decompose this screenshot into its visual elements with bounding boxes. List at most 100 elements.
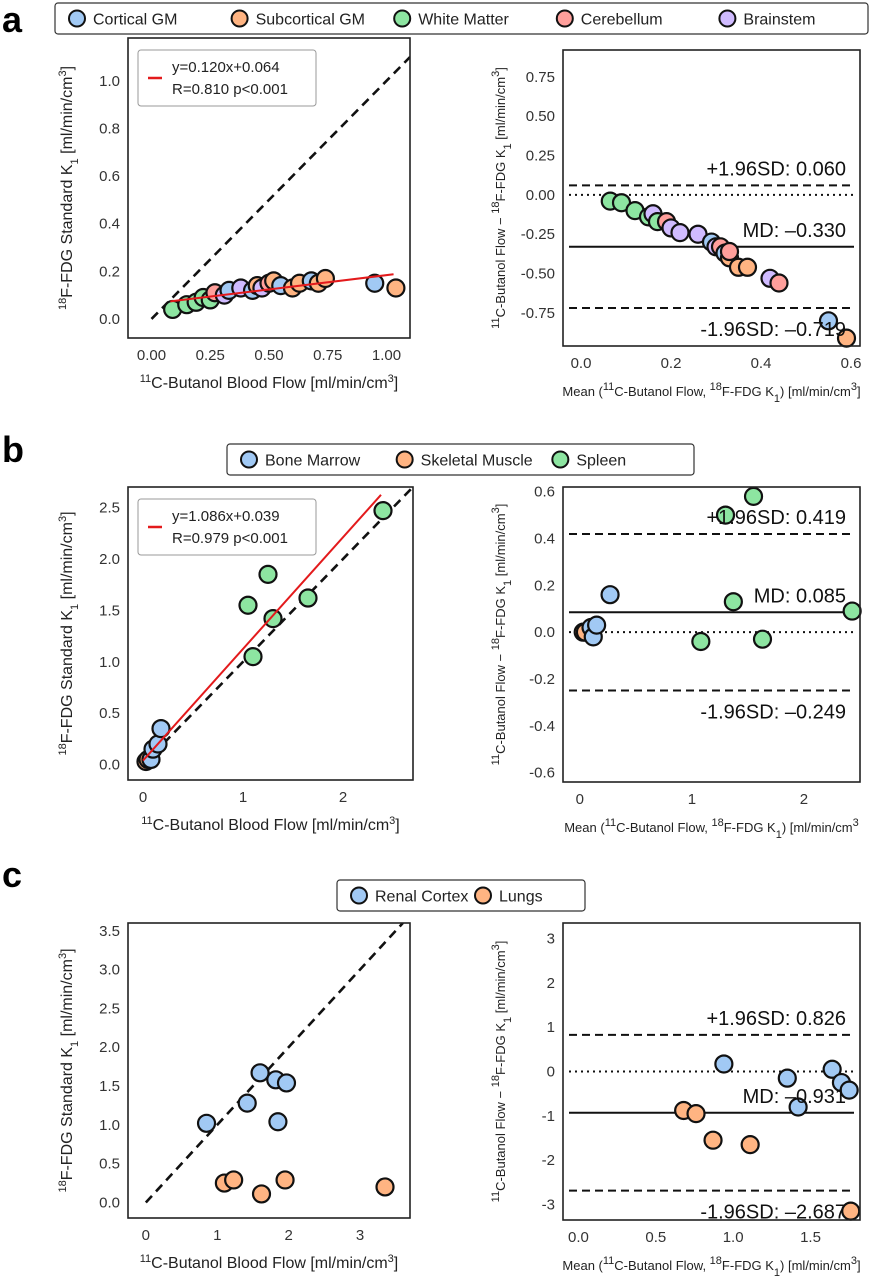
y-tick-label: 2.5: [99, 1000, 120, 1017]
data-point-spleen: [298, 588, 318, 608]
y-label-text: ]: [493, 67, 508, 71]
y-label-text: ]: [59, 66, 76, 70]
y-label-sup: 18: [57, 298, 69, 310]
x-label-text: Mean (: [562, 1258, 603, 1273]
x-label-text: F-FDG K: [724, 820, 776, 835]
scatter-plot: y=1.086x+0.039 R=0.979 p<0.001 0 1 2 0.0 0.5 1.…: [57, 486, 414, 834]
x-tick-label: 0.25: [196, 347, 225, 364]
data-point-spleen: [752, 629, 773, 649]
y-label-sub: 1: [69, 604, 81, 610]
y-label-text: ]: [493, 941, 508, 945]
x-tick-label: 1: [688, 791, 696, 808]
data-point-bone-marrow: [587, 615, 607, 635]
y-label-sup: 3: [490, 944, 502, 950]
x-tick-label: 0.0: [568, 1229, 589, 1246]
scatter-plot: 0 1 2 3 0.0 0.5 1.0 1.5 2.0 2.5 3.0 3.5 11C-Butanol …: [57, 922, 411, 1272]
y-label-text: [ml/min/cm: [493, 950, 508, 1016]
panel-a: a Cortical GM Subcortical GM White Matter Ce…: [2, 0, 869, 405]
y-label-sup: 11: [490, 1191, 502, 1202]
y-tick-label: 0.5: [99, 1156, 120, 1173]
scatter-plot: y=0.120x+0.064 R=0.810 p<0.001 0.00 0.25 0.5…: [57, 37, 411, 392]
data-point-spleen: [373, 501, 393, 521]
x-label-sub: 1: [774, 1267, 780, 1279]
legend-label: Renal Cortex: [375, 889, 468, 906]
x-label-sup: 3: [388, 1253, 394, 1265]
y-tick-label: 3.5: [99, 923, 120, 940]
x-label-text: ]: [394, 1255, 398, 1272]
legend-marker: [718, 9, 737, 28]
data-point-spleen: [723, 592, 743, 612]
y-label-text: ]: [493, 504, 508, 508]
y-tick-label: -0.75: [521, 305, 555, 322]
y-tick-label: -0.4: [529, 718, 555, 735]
bland-altman-frame: [562, 922, 861, 1221]
identity-line: [144, 923, 404, 1204]
x-label-sup: 11: [141, 815, 152, 827]
x-tick-label: 0.5: [645, 1229, 666, 1246]
data-point-cortical-gm: [818, 311, 839, 331]
y-label-text: ]: [59, 511, 76, 515]
x-tick-label: 1.5: [800, 1229, 821, 1246]
y-axis-label: 18F-FDG Standard K1 [ml/min/cm3]: [57, 948, 81, 1192]
x-label-sup: 11: [603, 1255, 614, 1267]
lower-limit-label: -1.96SD: –0.719: [700, 319, 846, 341]
y-tick-label: 2.0: [99, 1039, 120, 1056]
data-point-subcortical-gm: [737, 257, 758, 277]
data-point-renal-cortex: [839, 1080, 859, 1100]
panel-letter: b: [2, 429, 24, 470]
data-point-spleen: [263, 608, 283, 629]
y-label-sup: 18: [490, 201, 502, 213]
y-tick-label: 1: [547, 1019, 555, 1036]
x-label-sup: 3: [853, 817, 859, 829]
y-label-sup: 18: [490, 1075, 502, 1087]
legend-marker: [350, 886, 368, 905]
x-axis-label: 11C-Butanol Blood Flow [ml/min/cm3]: [140, 373, 399, 392]
upper-limit-label: +1.96SD: 0.826: [706, 1008, 846, 1030]
x-tick-label: 0: [142, 1227, 150, 1244]
y-tick-label: 2.5: [99, 500, 120, 517]
y-tick-label: 1.5: [99, 602, 120, 619]
legend-marker: [230, 9, 249, 28]
lower-limit-label: -1.96SD: –0.249: [700, 701, 846, 723]
x-label-text: C-Butanol Flow,: [614, 384, 709, 399]
y-label-text: F-FDG K: [493, 1023, 508, 1075]
panel-c: c Renal Cortex Lungs 0 1 2 3 0.0 0.5 1.0 1.5 2.0 2.5…: [2, 854, 861, 1279]
x-label-sup: 11: [603, 381, 614, 393]
y-axis-label: 11C-Butanol Flow − 18F-FDG K1 [ml/min/cm…: [490, 67, 514, 329]
data-point-lungs: [686, 1104, 706, 1124]
x-label-text: ]: [857, 384, 861, 399]
y-label-sup: 11: [490, 317, 502, 328]
x-tick-label: 1.0: [723, 1229, 744, 1246]
y-label-text: C-Butanol Flow −: [493, 214, 508, 318]
x-axis-label: Mean (11C-Butanol Flow, 18F-FDG K1) [ml/…: [564, 817, 859, 841]
data-point-renal-cortex: [777, 1068, 797, 1088]
y-label-sup: 18: [57, 1180, 69, 1192]
x-label-text: C-Butanol Flow,: [614, 1258, 709, 1273]
legend-marker: [240, 450, 258, 469]
x-axis-label: 11C-Butanol Blood Flow [ml/min/cm3]: [141, 815, 400, 834]
legend: Bone Marrow Skeletal Muscle Spleen: [226, 443, 695, 476]
data-point-lungs: [703, 1130, 723, 1150]
y-tick-label: 0.0: [99, 1194, 120, 1211]
data-point-cerebellum: [769, 273, 789, 293]
x-tick-label: 0.0: [571, 355, 592, 372]
y-tick-label: -0.2: [529, 671, 555, 688]
data-point-spleen: [258, 564, 278, 584]
bland-altman-plot: +1.96SD: 0.826 MD: –0.931 -1.96SD: –2.687 0…: [490, 922, 861, 1279]
data-point-spleen: [243, 647, 263, 667]
legend-label: Subcortical GM: [256, 12, 365, 29]
data-point-lungs: [275, 1170, 295, 1190]
x-label-text: F-FDG K: [722, 384, 774, 399]
x-label-sup: 3: [389, 815, 395, 827]
data-point-spleen: [691, 631, 711, 652]
y-tick-label: 0.0: [99, 757, 120, 774]
data-point-subcortical-gm: [315, 268, 335, 289]
legend-box: [226, 443, 695, 476]
y-label-sup: 3: [490, 71, 502, 77]
legend-label: Spleen: [576, 453, 626, 470]
data-point-spleen: [842, 601, 862, 621]
mean-difference-label: MD: –0.330: [743, 220, 846, 242]
x-tick-label: 0.4: [751, 355, 772, 372]
data-point-lungs: [224, 1170, 244, 1190]
fit-line: [170, 273, 394, 303]
